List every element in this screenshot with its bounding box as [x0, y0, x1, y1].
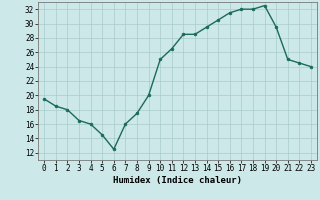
X-axis label: Humidex (Indice chaleur): Humidex (Indice chaleur): [113, 176, 242, 185]
